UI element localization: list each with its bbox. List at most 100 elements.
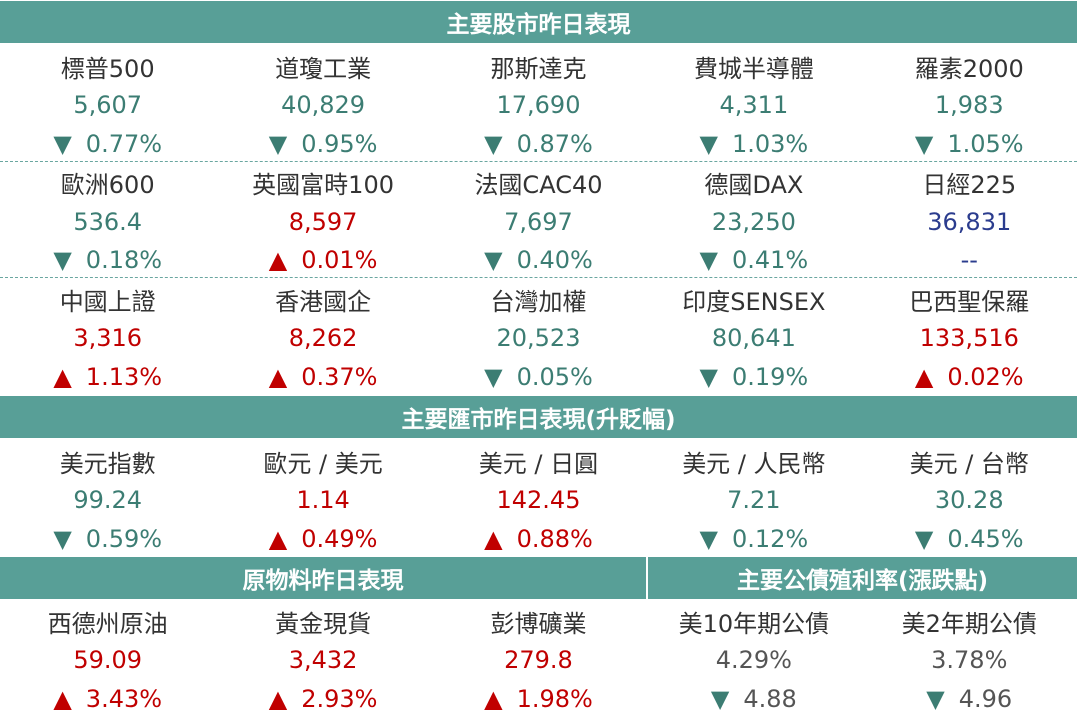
instrument-value: 40,829 xyxy=(281,91,366,120)
triangle-down-icon: ▼ xyxy=(484,129,503,158)
change-value: 0.37% xyxy=(301,362,378,391)
instrument-change: ▲ 0.37% xyxy=(215,363,430,391)
instrument-value: 279.8 xyxy=(504,646,573,675)
change-row: ▼ 0.59% ▲ 0.49% ▲ 0.88% ▼ 0.12% ▼ 0.45% xyxy=(0,520,1077,559)
change-value: 0.87% xyxy=(516,129,593,158)
instrument-change: -- xyxy=(862,246,1077,274)
instrument-change: ▲ 1.13% xyxy=(0,363,215,391)
triangle-down-icon: ▼ xyxy=(926,684,945,713)
name-row: 中國上證 香港國企 台灣加權 印度SENSEX 巴西聖保羅 xyxy=(0,280,1077,319)
instrument-name: 德國DAX xyxy=(704,171,804,200)
change-value: 3.43% xyxy=(85,684,163,713)
change-value: 0.18% xyxy=(85,246,163,275)
change-value: 0.40% xyxy=(516,246,593,275)
name-row: 西德州原油 黃金現貨 彭博礦業 美10年期公債 美2年期公債 xyxy=(0,602,1077,641)
change-value: 4.96 xyxy=(958,684,1013,713)
triangle-down-icon: ▼ xyxy=(484,362,503,391)
triangle-up-icon: ▲ xyxy=(484,684,503,713)
triangle-down-icon: ▼ xyxy=(53,129,72,158)
instrument-name: 美元 / 台幣 xyxy=(909,449,1029,478)
change-value: 0.59% xyxy=(85,524,163,553)
instrument-name: 美2年期公債 xyxy=(901,609,1037,638)
change-row: ▲ 3.43% ▲ 2.93% ▲ 1.98% ▼ 4.88 ▼ 4.96 xyxy=(0,680,1077,718)
change-value: 0.12% xyxy=(731,524,809,553)
instrument-value: 20,523 xyxy=(496,323,581,352)
instrument-name: 黃金現貨 xyxy=(275,609,372,638)
name-row: 美元指數 歐元 / 美元 美元 / 日圓 美元 / 人民幣 美元 / 台幣 xyxy=(0,442,1077,481)
row-divider xyxy=(0,277,1077,278)
change-value: 0.05% xyxy=(516,362,593,391)
change-value: 0.01% xyxy=(301,246,378,275)
name-row: 歐洲600 英國富時100 法國CAC40 德國DAX 日經225 xyxy=(0,163,1077,202)
instrument-name: 中國上證 xyxy=(59,287,156,316)
instrument-change: ▲ 2.93% xyxy=(215,685,430,713)
row-divider xyxy=(0,161,1077,162)
change-value: 0.02% xyxy=(947,362,1024,391)
instrument-value: 17,690 xyxy=(496,91,581,120)
commodities-section-title: 原物料昨日表現 xyxy=(242,568,404,594)
instrument-change: ▼ 0.12% xyxy=(646,525,861,553)
change-value: 1.98% xyxy=(516,684,593,713)
change-value: 0.19% xyxy=(731,362,809,391)
instrument-change: ▲ 0.49% xyxy=(215,525,430,553)
instrument-value: 7,697 xyxy=(504,207,573,236)
instrument-name: 印度SENSEX xyxy=(682,287,826,316)
instrument-name: 彭博礦業 xyxy=(490,609,587,638)
instrument-value: 23,250 xyxy=(711,207,796,236)
instrument-value: 4,311 xyxy=(719,91,789,120)
change-value: -- xyxy=(960,246,978,275)
triangle-down-icon: ▼ xyxy=(914,129,934,158)
instrument-change: ▼ 4.88 xyxy=(646,685,861,713)
change-value: 0.88% xyxy=(516,524,593,553)
triangle-up-icon: ▲ xyxy=(268,362,288,391)
instrument-name: 美元 / 日圓 xyxy=(478,449,599,478)
stocks-section-title: 主要股市昨日表現 xyxy=(446,12,631,38)
triangle-down-icon: ▼ xyxy=(268,129,288,158)
instrument-change: ▼ 0.45% xyxy=(862,525,1077,553)
name-row: 標普500 道瓊工業 那斯達克 費城半導體 羅素2000 xyxy=(0,47,1077,86)
instrument-name: 英國富時100 xyxy=(252,171,394,200)
instrument-change: ▼ 0.40% xyxy=(431,246,646,274)
change-value: 0.77% xyxy=(85,129,163,158)
instrument-value: 142.45 xyxy=(496,486,581,515)
instrument-change: ▲ 1.98% xyxy=(431,685,646,713)
instrument-value: 1.14 xyxy=(296,486,350,515)
triangle-down-icon: ▼ xyxy=(710,684,730,713)
triangle-up-icon: ▲ xyxy=(268,524,288,553)
instrument-value: 1,983 xyxy=(934,91,1004,120)
instrument-change: ▼ 0.05% xyxy=(431,363,646,391)
triangle-up-icon: ▲ xyxy=(484,524,503,553)
instrument-change: ▲ 0.02% xyxy=(862,363,1077,391)
change-value: 1.05% xyxy=(947,129,1024,158)
instrument-name: 道瓊工業 xyxy=(275,54,372,83)
instrument-value: 8,597 xyxy=(288,207,358,236)
instrument-value: 99.24 xyxy=(73,486,143,515)
instrument-value: 3,432 xyxy=(288,646,358,675)
instrument-change: ▼ 0.87% xyxy=(431,130,646,158)
triangle-up-icon: ▲ xyxy=(268,684,288,713)
instrument-value: 80,641 xyxy=(711,323,796,352)
change-value: 0.41% xyxy=(731,246,809,275)
instrument-change: ▼ 0.59% xyxy=(0,525,215,553)
value-row: 99.24 1.14 142.45 7.21 30.28 xyxy=(0,481,1077,520)
commodities-bonds-grid: 西德州原油 黃金現貨 彭博礦業 美10年期公債 美2年期公債 59.09 3,432 279.… xyxy=(0,602,1077,718)
instrument-name: 歐洲600 xyxy=(60,171,155,200)
value-row: 5,607 40,829 17,690 4,311 1,983 xyxy=(0,86,1077,125)
commodities-section-header: 原物料昨日表現 xyxy=(0,557,646,599)
instrument-change: ▼ 0.77% xyxy=(0,130,215,158)
change-value: 0.95% xyxy=(301,129,378,158)
instrument-change: ▼ 0.95% xyxy=(215,130,430,158)
triangle-up-icon: ▲ xyxy=(914,362,934,391)
instrument-value: 133,516 xyxy=(919,323,1019,352)
instrument-value: 7.21 xyxy=(727,486,781,515)
instrument-name: 美元 / 人民幣 xyxy=(682,449,826,478)
instrument-value: 8,262 xyxy=(288,323,358,352)
stocks-grid: 標普500 道瓊工業 那斯達克 費城半導體 羅素2000 5,607 40,829 17,69… xyxy=(0,47,1077,396)
instrument-value: 3,316 xyxy=(73,323,143,352)
instrument-value: 30.28 xyxy=(934,486,1004,515)
instrument-change: ▼ 1.05% xyxy=(862,130,1077,158)
instrument-change: ▼ 0.18% xyxy=(0,246,215,274)
instrument-name: 歐元 / 美元 xyxy=(263,449,383,478)
triangle-down-icon: ▼ xyxy=(484,246,503,275)
triangle-up-icon: ▲ xyxy=(268,246,288,275)
